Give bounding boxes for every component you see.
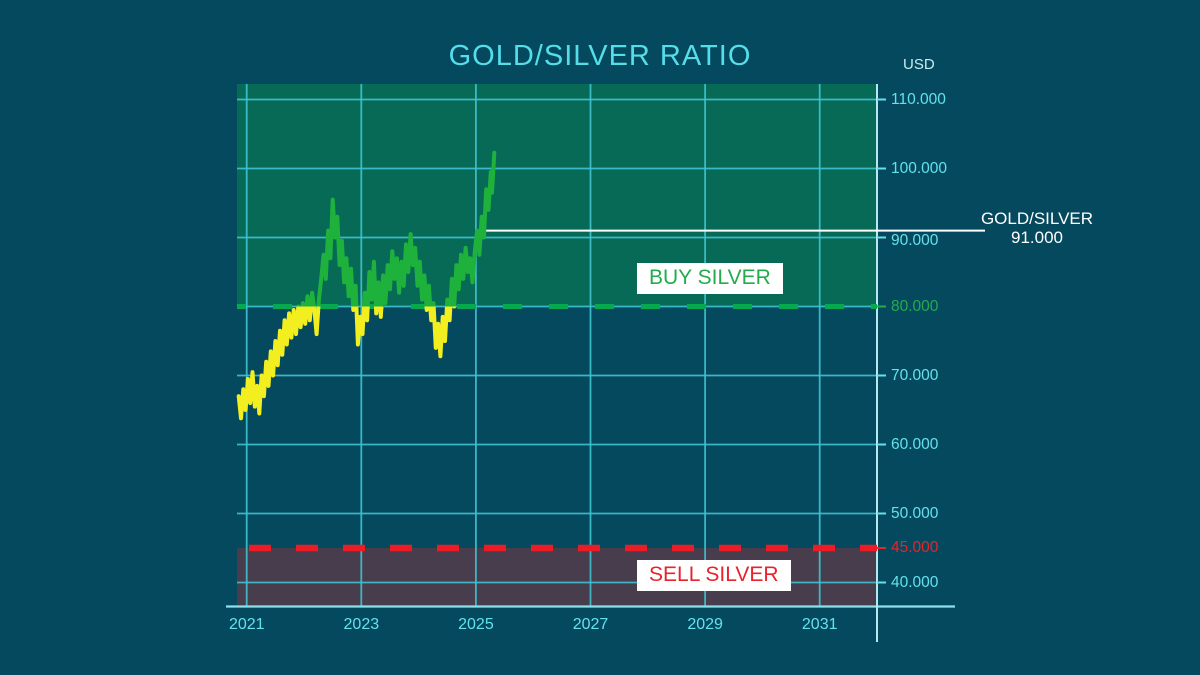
- x-axis-label: 2027: [572, 616, 609, 633]
- y-axis-label: 100.000: [891, 159, 948, 177]
- currency-unit-label: USD: [903, 56, 935, 73]
- x-axis-label: 2023: [343, 616, 380, 633]
- x-axis-label: 2031: [801, 616, 838, 633]
- y-axis-label: 110.000: [891, 90, 946, 108]
- ratio-line-below-threshold: [236, 306, 457, 421]
- y-axis-label: 80.000: [891, 297, 939, 315]
- x-axis-label: 2021: [228, 616, 265, 633]
- current-pair-label: GOLD/SILVER: [980, 209, 1094, 228]
- sell-silver-badge: SELL SILVER: [637, 560, 791, 591]
- y-axis-label: 90.000: [891, 231, 939, 249]
- y-axis-label: 70.000: [891, 366, 939, 384]
- y-axis-label: 50.000: [891, 504, 939, 522]
- current-price-callout: GOLD/SILVER 91.000: [962, 209, 1112, 247]
- x-axis-label: 2025: [458, 616, 494, 633]
- x-axis-label: 2029: [687, 616, 723, 633]
- buy-silver-badge: BUY SILVER: [637, 263, 783, 294]
- page-title: GOLD/SILVER RATIO: [448, 40, 752, 72]
- ratio-line-above-threshold: [296, 150, 497, 307]
- y-axis-label: 45.000: [891, 539, 939, 557]
- y-axis-label: 40.000: [891, 573, 939, 591]
- y-axis-label: 60.000: [891, 435, 939, 453]
- current-value-label: 91.000: [1011, 228, 1063, 247]
